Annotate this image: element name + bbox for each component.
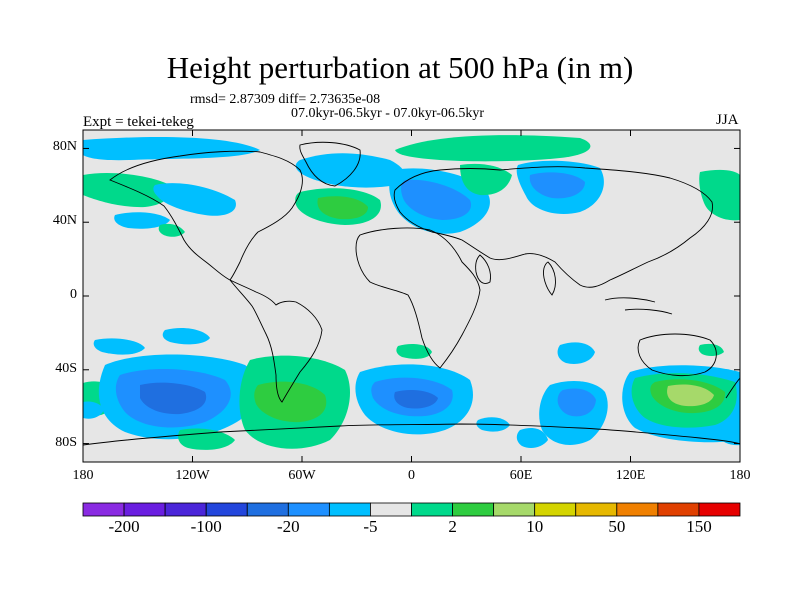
y-tick-label: 40S <box>55 360 77 376</box>
coastlines <box>83 141 740 446</box>
colorbar-swatch <box>287 502 330 517</box>
x-tick-label: 180 <box>72 468 94 483</box>
colorbar-label: 50 <box>608 517 626 536</box>
stats-label: rmsd= 2.87309 diff= 2.73635e-08 <box>190 92 381 107</box>
experiment-label: Expt = tekei-tekeg <box>83 114 194 130</box>
x-tick-label: 180 <box>729 468 751 483</box>
x-tick-label: 60W <box>288 468 316 483</box>
colorbar-swatch <box>411 502 453 517</box>
colorbar-label: 2 <box>448 517 457 536</box>
x-tick-label: 60E <box>509 468 533 483</box>
colorbar <box>82 502 741 517</box>
map-title: Height perturbation at 500 hPa (in m) <box>166 50 634 85</box>
colorbar-swatch <box>493 502 536 517</box>
colorbar-label: -5 <box>363 517 378 536</box>
contour-fill-north <box>83 135 740 237</box>
colorbar-swatch <box>452 502 495 517</box>
x-tick-label: 0 <box>408 468 415 483</box>
x-tick-label: 120W <box>175 468 210 483</box>
colorbar-label: -20 <box>276 517 300 536</box>
y-tick-label: 80S <box>55 434 77 450</box>
colorbar-label: -100 <box>190 517 222 536</box>
colorbar-label: -200 <box>108 517 140 536</box>
y-tick-label: 80N <box>52 139 77 155</box>
colorbar-swatch <box>82 502 125 517</box>
colorbar-swatch <box>205 502 248 517</box>
colorbar-swatch <box>616 502 659 517</box>
colorbar-swatch <box>328 502 371 517</box>
period-label: 07.0kyr-06.5kyr - 07.0kyr-06.5kyr <box>291 106 485 121</box>
season-label: JJA <box>716 112 739 128</box>
colorbar-label: 10 <box>526 517 544 536</box>
colorbar-swatch <box>698 502 741 517</box>
contour-fill-south <box>83 327 740 450</box>
colorbar-swatch <box>246 502 289 517</box>
colorbar-swatch <box>534 502 577 517</box>
axis-ticks <box>82 130 741 462</box>
x-tick-label: 120E <box>615 468 646 483</box>
height-perturbation-field <box>83 135 740 450</box>
colorbar-swatch <box>370 502 412 517</box>
colorbar-label: 150 <box>686 517 712 536</box>
colorbar-swatch <box>164 502 207 517</box>
y-tick-label: 40N <box>52 213 77 229</box>
colorbar-swatch <box>575 502 618 517</box>
y-tick-label: 0 <box>70 287 77 302</box>
colorbar-swatch <box>123 502 166 517</box>
colorbar-swatch <box>657 502 700 517</box>
